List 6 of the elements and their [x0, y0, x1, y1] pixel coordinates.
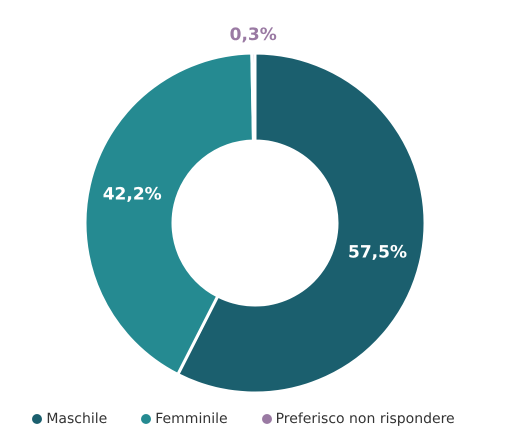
legend-label: Preferisco non rispondere [276, 411, 455, 427]
data-label: 57,5% [348, 242, 408, 262]
legend-label: Maschile [46, 411, 108, 427]
data-label: 42,2% [102, 184, 162, 205]
data-label: 0,3% [230, 25, 277, 46]
legend-label: Femminile [155, 411, 228, 427]
